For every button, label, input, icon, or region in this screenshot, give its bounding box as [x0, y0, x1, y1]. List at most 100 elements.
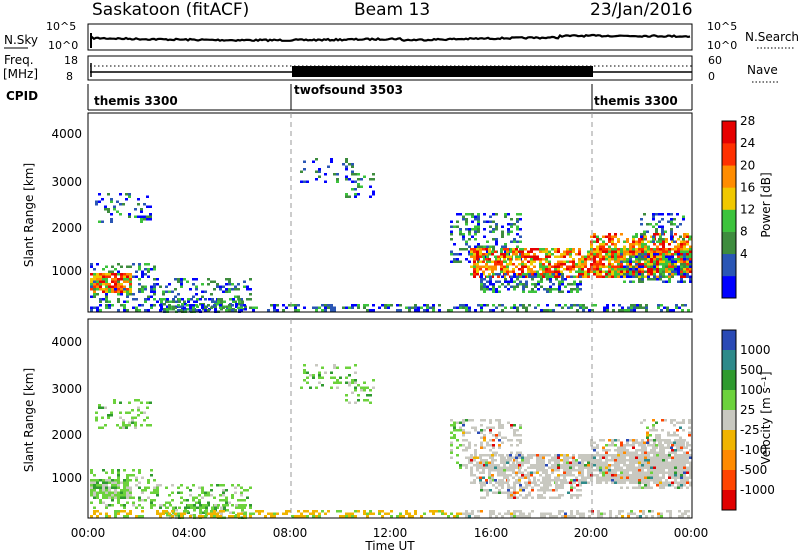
- power-echo-cell: [120, 265, 123, 268]
- velocity-echo-cell: [468, 515, 471, 518]
- power-echo-cell: [686, 270, 689, 273]
- velocity-echo-cell: [630, 510, 633, 513]
- velocity-echo-cell: [680, 461, 683, 464]
- velocity-echo-cell: [662, 471, 665, 474]
- power-echo-cell: [369, 185, 372, 188]
- power-echo-cell: [120, 273, 123, 276]
- velocity-echo-cell: [676, 421, 679, 424]
- power-ytick-1000: 1000: [51, 264, 82, 278]
- power-echo-cell: [244, 305, 247, 308]
- power-echo-cell: [640, 218, 643, 221]
- power-echo-cell: [163, 308, 166, 311]
- power-echo-cell: [629, 275, 632, 278]
- power-echo-cell: [593, 258, 596, 261]
- power-echo-cell: [147, 268, 150, 271]
- power-echo-cell: [498, 280, 501, 283]
- power-echo-cell: [579, 283, 582, 286]
- velocity-echo-cell: [123, 481, 126, 484]
- power-echo-cell: [641, 250, 644, 253]
- power-echo-cell: [554, 275, 557, 278]
- power-echo-cell: [465, 220, 468, 223]
- power-echo-cell: [641, 243, 644, 246]
- velocity-echo-cell: [620, 469, 623, 472]
- velocity-echo-cell: [169, 514, 172, 517]
- power-echo-cell: [617, 263, 620, 266]
- power-echo-cell: [608, 268, 611, 271]
- power-echo-cell: [506, 268, 509, 271]
- power-echo-cell: [629, 260, 632, 263]
- velocity-echo-cell: [650, 479, 653, 482]
- power-echo-cell: [483, 228, 486, 231]
- velocity-echo-cell: [187, 511, 190, 514]
- power-echo-cell: [537, 275, 540, 278]
- velocity-echo-cell: [641, 466, 644, 469]
- velocity-echo-cell: [309, 374, 312, 377]
- velocity-echo-cell: [500, 454, 503, 457]
- power-echo-cell: [315, 158, 318, 161]
- power-echo-cell: [501, 304, 504, 307]
- power-echo-cell: [126, 300, 129, 303]
- power-echo-cell: [98, 200, 101, 203]
- velocity-echo-cell: [681, 512, 684, 515]
- power-echo-cell: [117, 273, 120, 276]
- velocity-echo-cell: [470, 466, 473, 469]
- power-echo-cell: [680, 260, 683, 263]
- power-echo-cell: [557, 270, 560, 273]
- velocity-echo-cell: [473, 479, 476, 482]
- power-echo-cell: [665, 280, 668, 283]
- velocity-echo-cell: [491, 461, 494, 464]
- power-echo-cell: [623, 253, 626, 256]
- power-echo-cell: [519, 283, 522, 286]
- power-echo-cell: [235, 305, 238, 308]
- power-echo-cell: [126, 288, 129, 291]
- velocity-echo-cell: [465, 439, 468, 442]
- velocity-echo-cell: [566, 471, 569, 474]
- velocity-echo-cell: [98, 426, 101, 429]
- velocity-echo-cell: [96, 496, 99, 499]
- velocity-echo-cell: [536, 471, 539, 474]
- velocity-echo-cell: [447, 515, 450, 518]
- power-echo-cell: [686, 253, 689, 256]
- power-echo-cell: [153, 304, 156, 307]
- velocity-echo-cell: [480, 441, 483, 444]
- power-echo-cell: [674, 265, 677, 268]
- velocity-echo-cell: [93, 496, 96, 499]
- velocity-echo-cell: [632, 444, 635, 447]
- power-echo-cell: [593, 270, 596, 273]
- velocity-echo-cell: [662, 464, 665, 467]
- power-echo-cell: [470, 265, 473, 268]
- power-echo-cell: [560, 255, 563, 258]
- velocity-echo-cell: [503, 469, 506, 472]
- power-echo-cell: [120, 290, 123, 293]
- power-echo-cell: [533, 265, 536, 268]
- velocity-echo-cell: [519, 510, 522, 513]
- power-echo-cell: [357, 193, 360, 196]
- velocity-echo-cell: [638, 479, 641, 482]
- power-echo-cell: [172, 305, 175, 308]
- power-echo-cell: [682, 238, 685, 241]
- velocity-echo-cell: [659, 456, 662, 459]
- velocity-echo-cell: [506, 461, 509, 464]
- power-echo-cell: [658, 238, 661, 241]
- power-echo-cell: [524, 275, 527, 278]
- velocity-echo-cell: [683, 439, 686, 442]
- power-echo-cell: [587, 273, 590, 276]
- velocity-echo-cell: [143, 411, 146, 414]
- velocity-echo-cell: [653, 479, 656, 482]
- power-echo-cell: [504, 250, 507, 253]
- velocity-echo-cell: [468, 456, 471, 459]
- power-echo-cell: [620, 233, 623, 236]
- power-echo-cell: [680, 263, 683, 266]
- power-echo-cell: [282, 304, 285, 307]
- power-echo-cell: [516, 245, 519, 248]
- power-echo-cell: [563, 250, 566, 253]
- velocity-echo-cell: [492, 434, 495, 437]
- power-echo-cell: [590, 243, 593, 246]
- velocity-echo-cell: [141, 489, 144, 492]
- velocity-echo-cell: [470, 459, 473, 462]
- power-echo-cell: [479, 260, 482, 263]
- power-echo-cell: [605, 275, 608, 278]
- velocity-echo-cell: [381, 510, 384, 513]
- velocity-echo-cell: [354, 364, 357, 367]
- power-echo-cell: [596, 265, 599, 268]
